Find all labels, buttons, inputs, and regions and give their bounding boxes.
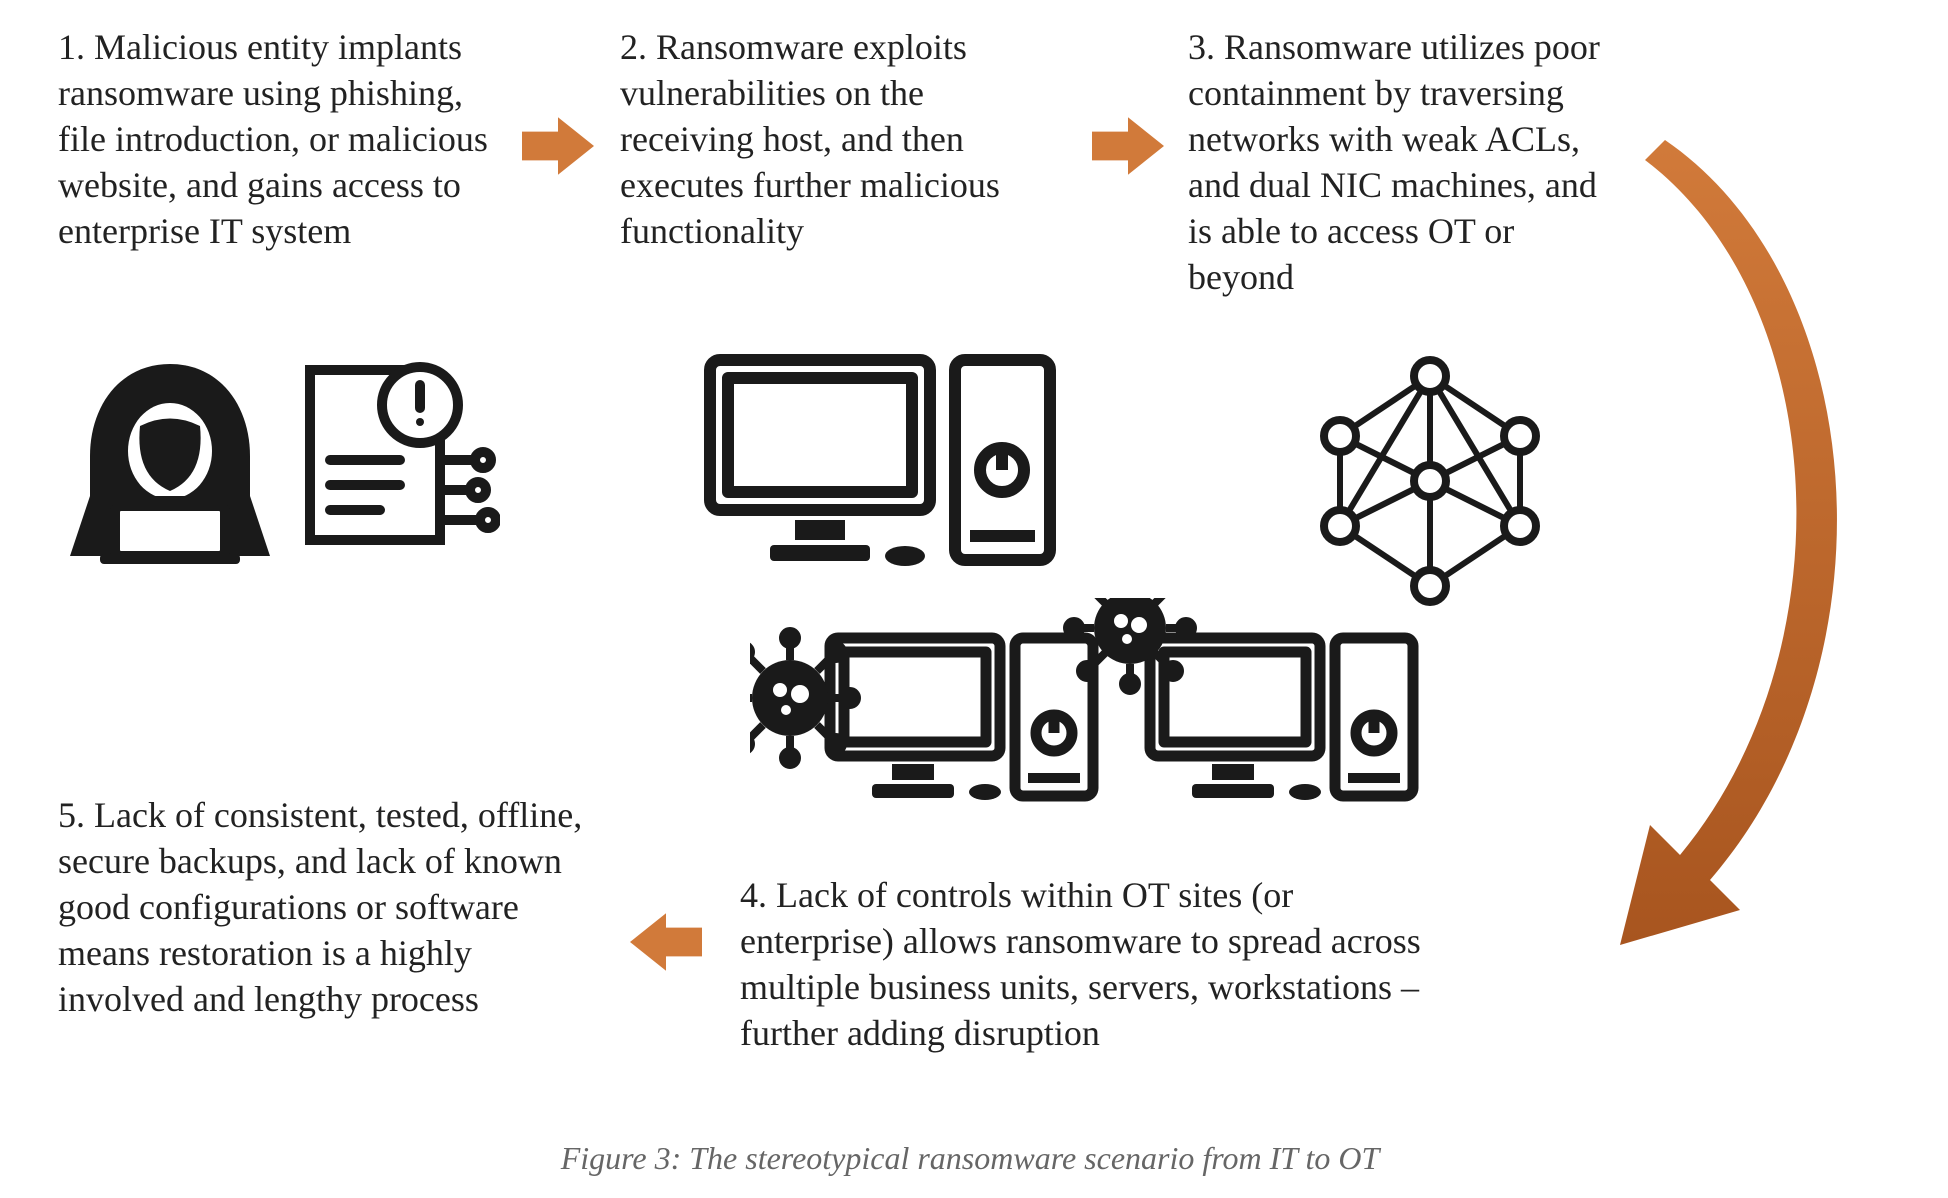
step-1-text: 1. Malicious entity implants ransomware …	[58, 24, 488, 254]
figure-caption: Figure 3: The stereotypical ransomware s…	[470, 1140, 1470, 1177]
computer-icon	[700, 350, 1060, 580]
step-2-text: 2. Ransomware exploits vulnerabilities o…	[620, 24, 1050, 254]
arrow-curve-3-4-icon	[1580, 140, 1910, 970]
step-4-text: 4. Lack of controls within OT sites (or …	[740, 872, 1440, 1056]
step-3-text: 3. Ransomware utilizes poor containment …	[1188, 24, 1628, 300]
network-icon	[1300, 356, 1560, 606]
hacker-icon	[60, 356, 280, 566]
arrow-right-1-2-icon	[522, 110, 594, 182]
arrow-left-4-5-icon	[630, 906, 702, 978]
step-5-text: 5. Lack of consistent, tested, offline, …	[58, 792, 598, 1022]
infected-computers-icon	[750, 598, 1450, 858]
warning-file-icon	[290, 350, 500, 560]
arrow-right-2-3-icon	[1092, 110, 1164, 182]
diagram-canvas: 1. Malicious entity implants ransomware …	[0, 0, 1948, 1198]
